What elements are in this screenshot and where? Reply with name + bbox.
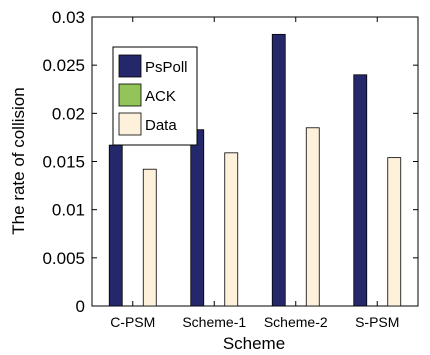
y-tick-label: 0 bbox=[76, 297, 85, 316]
legend-label: PsPoll bbox=[145, 59, 188, 76]
bar-data bbox=[224, 152, 239, 307]
y-axis-label: The rate of collision bbox=[9, 87, 28, 234]
y-tick-label: 0.005 bbox=[42, 249, 85, 268]
plot-area: 0 0.005 0.01 0.015 0.02 0.025 0.03 C-PSM Scheme-… bbox=[42, 8, 419, 330]
x-tick-label: Scheme-2 bbox=[264, 314, 328, 330]
legend: PsPoll ACK Data bbox=[112, 46, 198, 146]
bar-pspoll bbox=[271, 33, 286, 307]
y-tick-label: 0.015 bbox=[42, 153, 85, 172]
x-axis-label: Scheme bbox=[223, 334, 285, 353]
bar-pspoll bbox=[190, 129, 205, 307]
bar-data bbox=[387, 157, 402, 307]
bar-pspoll bbox=[108, 144, 123, 307]
legend-swatch bbox=[118, 112, 142, 136]
x-tick-label: S-PSM bbox=[355, 314, 399, 330]
x-tick-label: C-PSM bbox=[110, 314, 155, 330]
bar-data bbox=[142, 168, 157, 307]
y-tick-label: 0.03 bbox=[52, 8, 85, 27]
legend-label: Data bbox=[145, 117, 177, 134]
bar-data bbox=[305, 127, 320, 307]
y-tick-label: 0.01 bbox=[52, 201, 85, 220]
x-tick-label: Scheme-1 bbox=[182, 314, 246, 330]
legend-label: ACK bbox=[145, 88, 176, 105]
legend-swatch bbox=[118, 83, 142, 107]
bar-pspoll bbox=[353, 74, 368, 307]
y-tick-label: 0.02 bbox=[52, 104, 85, 123]
legend-swatch bbox=[118, 54, 142, 78]
y-tick-label: 0.025 bbox=[42, 56, 85, 75]
